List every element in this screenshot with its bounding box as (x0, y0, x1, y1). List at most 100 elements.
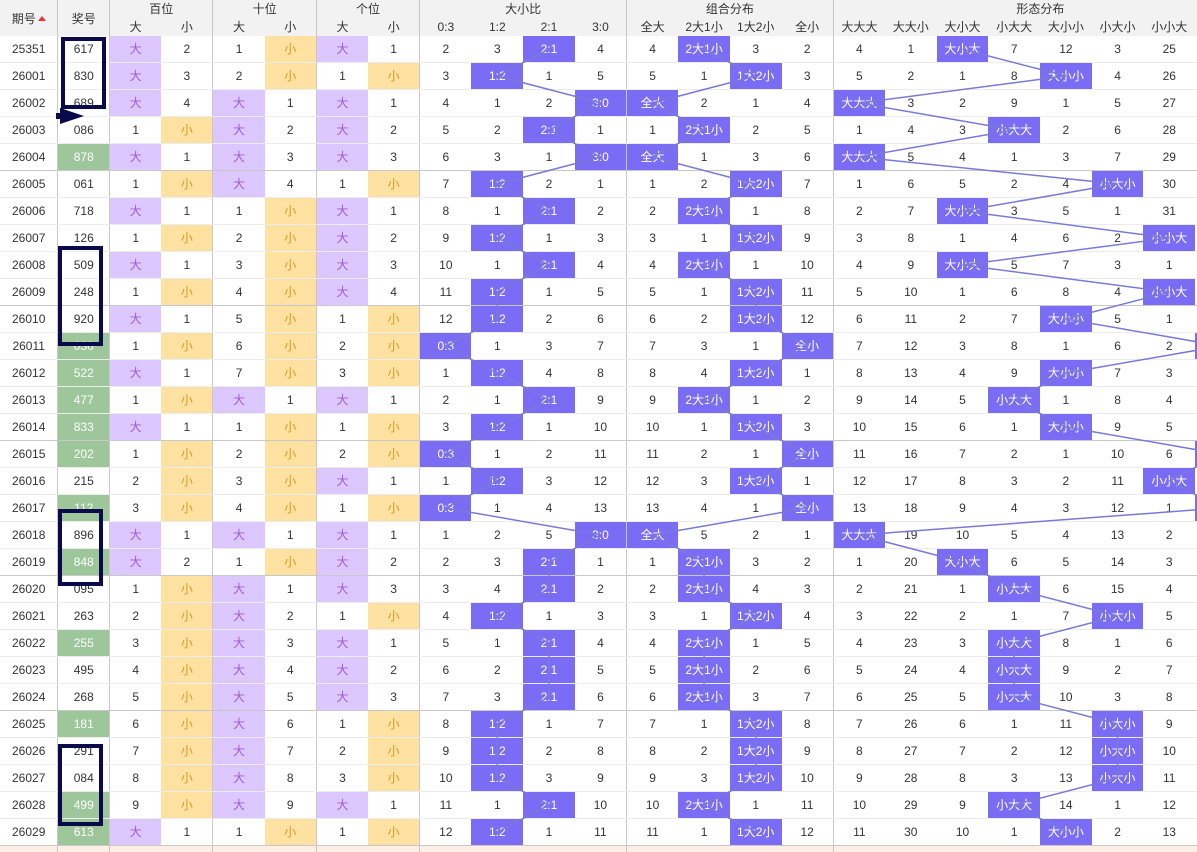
preselect-cell[interactable]: 3:0 (574, 845, 627, 852)
shiwei-big-cell: 大 (212, 791, 265, 819)
preselect-cell[interactable]: 大 (109, 845, 162, 852)
period-cell: 26018 (0, 521, 58, 549)
preselect-cell[interactable]: 大小大 (936, 845, 989, 852)
number-cell: 215 (57, 467, 110, 495)
table-row[interactable]: 26027 084 8 小大 8 3 小 10 1:2 3 9 9 3 1大2小 10 9 28 8 3 13 小大小 1… (0, 764, 1197, 792)
preselect-cell[interactable]: 小 (368, 845, 420, 852)
preselect-cell[interactable]: 全大 (626, 845, 679, 852)
table-row[interactable]: 26028 499 9 小大 9 大 1 11 1 2:1 10 10 2大1小 1 11 10 29 9 小大大 1… (0, 791, 1197, 819)
preselect-cell[interactable]: 小大大 (988, 845, 1041, 852)
ratio-cell: 4 (574, 36, 627, 63)
combo-cell: 1大2小 (729, 818, 782, 846)
shape-cell: 14 (1091, 548, 1144, 576)
combo-cell: 1 (678, 413, 730, 441)
preselect-cell[interactable]: 大 (212, 845, 265, 852)
preselect-row[interactable]: 预选行1-大小大小大小0:31:22:13:0全大2大1小1大2小全小大大大大大… (0, 845, 1197, 852)
shape-cell: 2 (1195, 36, 1197, 63)
table-row[interactable]: 26016 215 2 小 3 小大 1 1 1:2 3 12 12 3 1大2小 1 12 17 8 3 2 11 小小… (0, 467, 1197, 495)
shape-cell: 小小大 (1143, 224, 1196, 252)
baiwei-small-cell: 小 (161, 764, 213, 792)
sub-shape-6: 小小大 (1143, 17, 1196, 36)
preselect-cell[interactable]: 1:2 (471, 845, 524, 852)
preselect-cell[interactable]: 小小小 (1195, 845, 1197, 852)
preselect-cell[interactable]: 小大小 (1091, 845, 1144, 852)
preselect-cell[interactable]: 小 (264, 845, 317, 852)
combo-cell: 2 (781, 36, 834, 63)
baiwei-small-cell: 2 (161, 548, 213, 576)
preselect-cell[interactable]: 2:1 (523, 845, 575, 852)
preselect-cell[interactable]: 2大1小 (678, 845, 730, 852)
shiwei-big-cell: 3 (212, 467, 265, 495)
preselect-cell[interactable]: 0:3 (419, 845, 472, 852)
combo-cell: 1 (678, 224, 730, 252)
preselect-cell[interactable]: 小小大 (1143, 845, 1196, 852)
baiwei-small-cell: 小 (161, 602, 213, 630)
shape-cell: 4 (1195, 602, 1197, 630)
table-row[interactable]: 260092481小4小大4111:215511大2小115101684小小大1… (0, 278, 1197, 306)
ratio-cell: 3 (419, 413, 472, 441)
preselect-cell[interactable]: 大小小 (1040, 845, 1092, 852)
preselect-number: - (57, 845, 110, 852)
preselect-cell[interactable]: 全小 (781, 845, 834, 852)
preselect-cell[interactable]: 大大小 (884, 845, 937, 852)
preselect-cell[interactable]: 大大大 (832, 845, 885, 852)
shape-cell: 6 (936, 710, 989, 738)
combo-cell: 2 (678, 305, 730, 333)
shape-cell: 大小小 (1040, 818, 1092, 846)
shape-cell: 11 (832, 818, 885, 846)
sub-combo-2: 1大2小 (729, 17, 782, 36)
ratio-cell: 3 (523, 764, 575, 792)
preselect-cell[interactable]: 1大2小 (729, 845, 782, 852)
combo-cell: 2 (729, 656, 782, 684)
shape-cell: 2 (1091, 818, 1144, 846)
shape-cell: 小大小 (1091, 170, 1144, 198)
combo-cell: 2 (729, 116, 782, 144)
ratio-cell: 1 (523, 62, 575, 90)
ratio-cell: 2:1 (523, 629, 575, 657)
shape-cell: 10 (1091, 440, 1144, 468)
period-cell: 26027 (0, 764, 58, 792)
header-period[interactable]: 期号 (0, 0, 58, 36)
baiwei-small-cell: 小 (161, 170, 213, 198)
shape-cell: 9 (936, 791, 989, 819)
table-row[interactable]: 26029 613 大 1 1 小 1 小 12 1:2 1 11 11 1 1大2小 12 11 30 10 1 大小… (0, 818, 1197, 846)
shiwei-big-cell: 7 (212, 359, 265, 387)
shape-cell: 12 (1040, 737, 1092, 765)
shape-cell: 12 (1091, 494, 1144, 522)
table-row[interactable]: 26010920大15小1小121:226621大2小1261127大小小511… (0, 305, 1197, 333)
shape-cell: 小大大 (988, 791, 1041, 819)
shape-cell: 8 (1091, 386, 1144, 414)
table-row[interactable]: 26014 833 大 1 1 小 1 小 3 1:2 1 10 10 1 1大2小 3 10 15 6 1 大小小 9 5… (0, 413, 1197, 441)
preselect-cell[interactable]: 大 (315, 845, 369, 852)
shiwei-small-cell: 7 (264, 737, 317, 765)
gewei-small-cell: 小 (368, 332, 420, 360)
shape-cell: 3 (1143, 359, 1196, 387)
sort-asc-icon[interactable] (37, 15, 46, 21)
combo-cell: 9 (626, 764, 679, 792)
ratio-cell: 11 (419, 278, 472, 306)
preselect-cell[interactable]: 小 (161, 845, 213, 852)
